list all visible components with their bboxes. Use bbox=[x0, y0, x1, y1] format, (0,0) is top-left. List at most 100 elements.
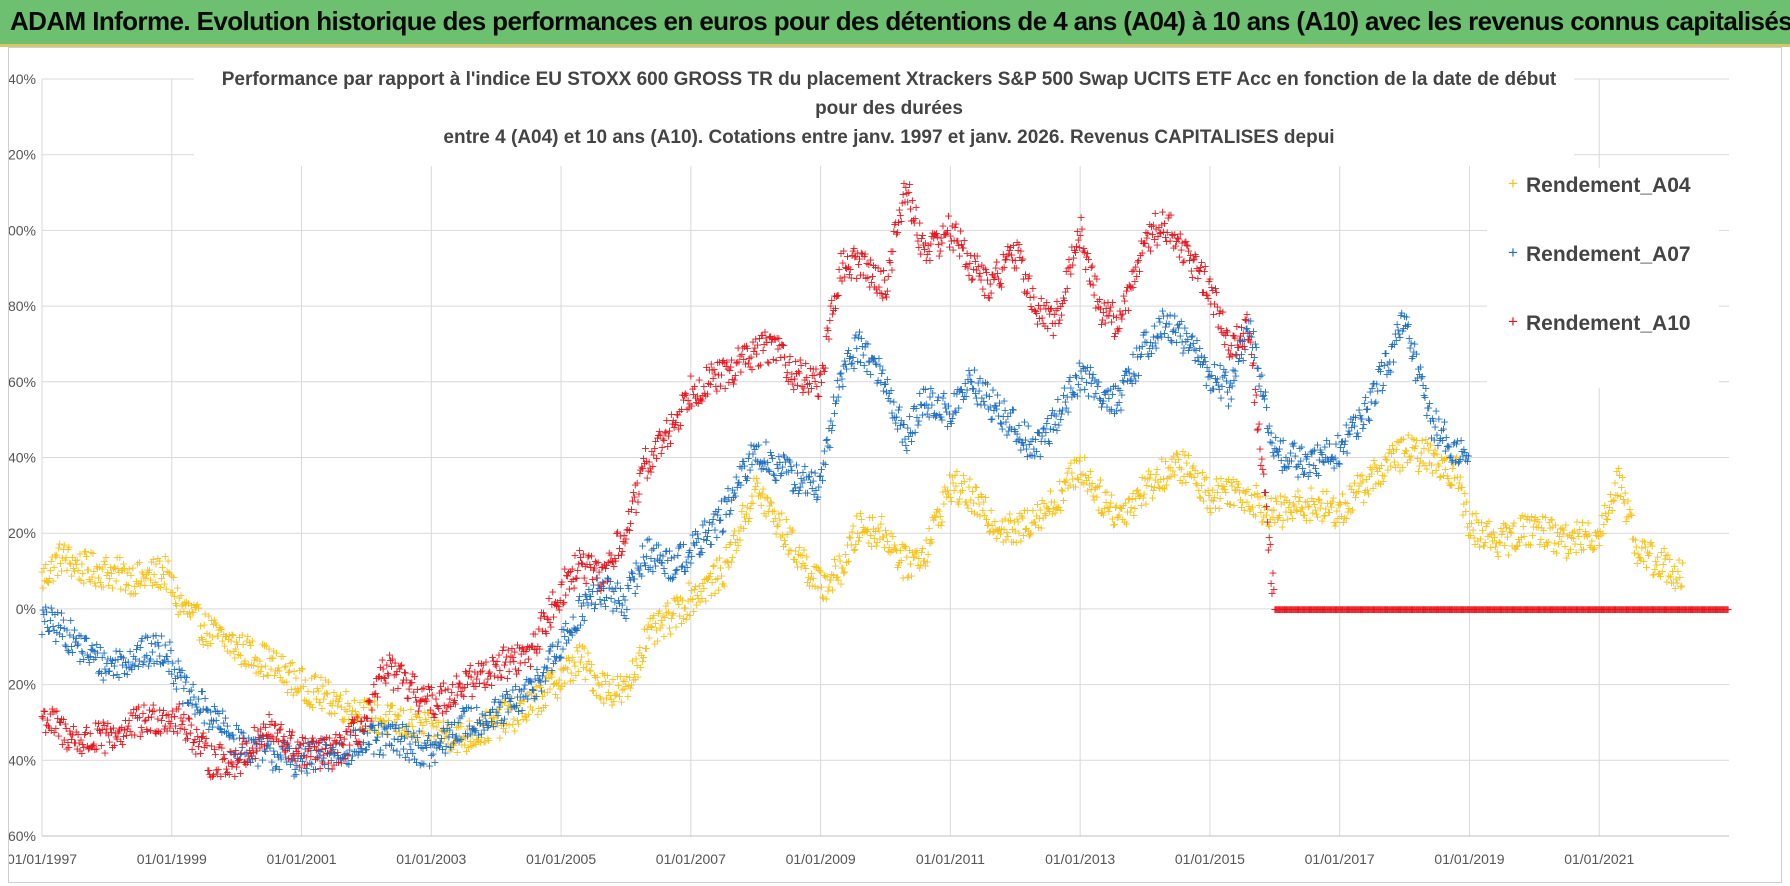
data-point: + bbox=[534, 702, 543, 715]
data-point: + bbox=[943, 484, 952, 497]
data-point: + bbox=[632, 653, 641, 666]
data-point: + bbox=[597, 678, 606, 691]
data-point: + bbox=[283, 686, 292, 699]
data-point: + bbox=[535, 642, 544, 655]
data-point: + bbox=[110, 561, 119, 574]
chart-frame: + + + + + + + + + + + + + + + + + + + + + + + + + + + + + + + + + + + + + + + +… bbox=[8, 47, 1782, 883]
data-point: + bbox=[250, 654, 259, 667]
data-point: + bbox=[736, 521, 745, 534]
data-point: + bbox=[1059, 494, 1068, 507]
data-point: + bbox=[667, 612, 676, 625]
data-point: + bbox=[654, 607, 663, 620]
data-point: + bbox=[637, 649, 646, 662]
data-point: + bbox=[889, 543, 898, 556]
data-point: + bbox=[991, 523, 1000, 536]
data-point: + bbox=[926, 533, 935, 546]
data-point: + bbox=[747, 490, 756, 503]
data-point: + bbox=[231, 643, 240, 656]
data-point: + bbox=[86, 575, 95, 588]
data-point: + bbox=[891, 542, 900, 555]
data-point: + bbox=[96, 576, 105, 589]
data-point: + bbox=[367, 704, 376, 717]
data-point: + bbox=[343, 697, 352, 710]
data-point: + bbox=[206, 637, 215, 650]
data-point: + bbox=[808, 580, 817, 593]
data-point: + bbox=[574, 665, 583, 678]
data-point: + bbox=[265, 652, 274, 665]
data-point: + bbox=[924, 548, 933, 561]
data-point: + bbox=[744, 515, 753, 528]
data-point: + bbox=[340, 703, 349, 716]
data-point: + bbox=[467, 740, 476, 753]
data-point: + bbox=[1412, 347, 1421, 360]
data-point: + bbox=[167, 570, 176, 583]
data-point: + bbox=[545, 683, 554, 696]
data-point: + bbox=[1071, 480, 1080, 493]
data-point: + bbox=[569, 674, 578, 687]
data-point: + bbox=[430, 738, 439, 751]
data-point: + bbox=[556, 682, 565, 695]
data-point: + bbox=[576, 655, 585, 668]
data-point: + bbox=[902, 551, 911, 564]
data-point: + bbox=[192, 599, 201, 612]
data-point: + bbox=[317, 702, 326, 715]
data-point: + bbox=[1069, 481, 1078, 494]
data-point: + bbox=[523, 688, 532, 701]
data-point: + bbox=[922, 533, 931, 546]
data-point: + bbox=[927, 536, 936, 549]
data-point: + bbox=[897, 215, 906, 228]
data-point: + bbox=[391, 708, 400, 721]
data-point: + bbox=[248, 635, 257, 648]
data-point: + bbox=[399, 704, 408, 717]
data-point: + bbox=[224, 633, 233, 646]
data-point: + bbox=[486, 704, 495, 717]
data-point: + bbox=[1618, 471, 1627, 484]
data-point: + bbox=[1089, 493, 1098, 506]
data-point: + bbox=[129, 587, 138, 600]
data-point: + bbox=[395, 726, 404, 739]
data-point: + bbox=[771, 512, 780, 525]
data-point: + bbox=[768, 505, 777, 518]
data-point: + bbox=[429, 730, 438, 743]
data-point: + bbox=[480, 736, 489, 749]
data-point: + bbox=[382, 727, 391, 740]
data-point: + bbox=[379, 715, 388, 728]
data-point: + bbox=[638, 655, 647, 668]
data-point: + bbox=[334, 695, 343, 708]
data-point: + bbox=[133, 558, 142, 571]
data-point: + bbox=[552, 676, 561, 689]
data-point: + bbox=[373, 690, 382, 703]
data-point: + bbox=[894, 558, 903, 571]
data-point: + bbox=[793, 560, 802, 573]
data-point: + bbox=[64, 541, 73, 554]
data-point: + bbox=[220, 640, 229, 653]
data-point: + bbox=[388, 699, 397, 712]
data-point: + bbox=[212, 618, 221, 631]
data-point: + bbox=[683, 594, 692, 607]
data-point: + bbox=[417, 726, 426, 739]
data-point: + bbox=[282, 676, 291, 689]
header-bar: ADAM Informe. Evolution historique des p… bbox=[0, 0, 1790, 47]
data-point: + bbox=[941, 485, 950, 498]
data-point: + bbox=[517, 694, 526, 707]
data-point: + bbox=[589, 684, 598, 697]
data-point: + bbox=[915, 561, 924, 574]
data-point: + bbox=[1075, 455, 1084, 468]
data-point: + bbox=[1076, 468, 1085, 481]
data-point: + bbox=[584, 655, 593, 668]
data-point: + bbox=[905, 178, 914, 191]
data-point: + bbox=[195, 634, 204, 647]
data-point: + bbox=[233, 638, 242, 651]
data-point: + bbox=[68, 551, 77, 564]
data-point: + bbox=[384, 714, 393, 727]
data-point: + bbox=[150, 568, 159, 581]
data-point: + bbox=[1057, 484, 1066, 497]
data-point: + bbox=[484, 734, 493, 747]
data-point: + bbox=[455, 729, 464, 742]
data-point: + bbox=[866, 529, 875, 542]
data-point: + bbox=[849, 544, 858, 557]
data-point: + bbox=[77, 557, 86, 570]
data-point: + bbox=[921, 560, 930, 573]
data-point: + bbox=[810, 560, 819, 573]
data-point: + bbox=[547, 671, 556, 684]
